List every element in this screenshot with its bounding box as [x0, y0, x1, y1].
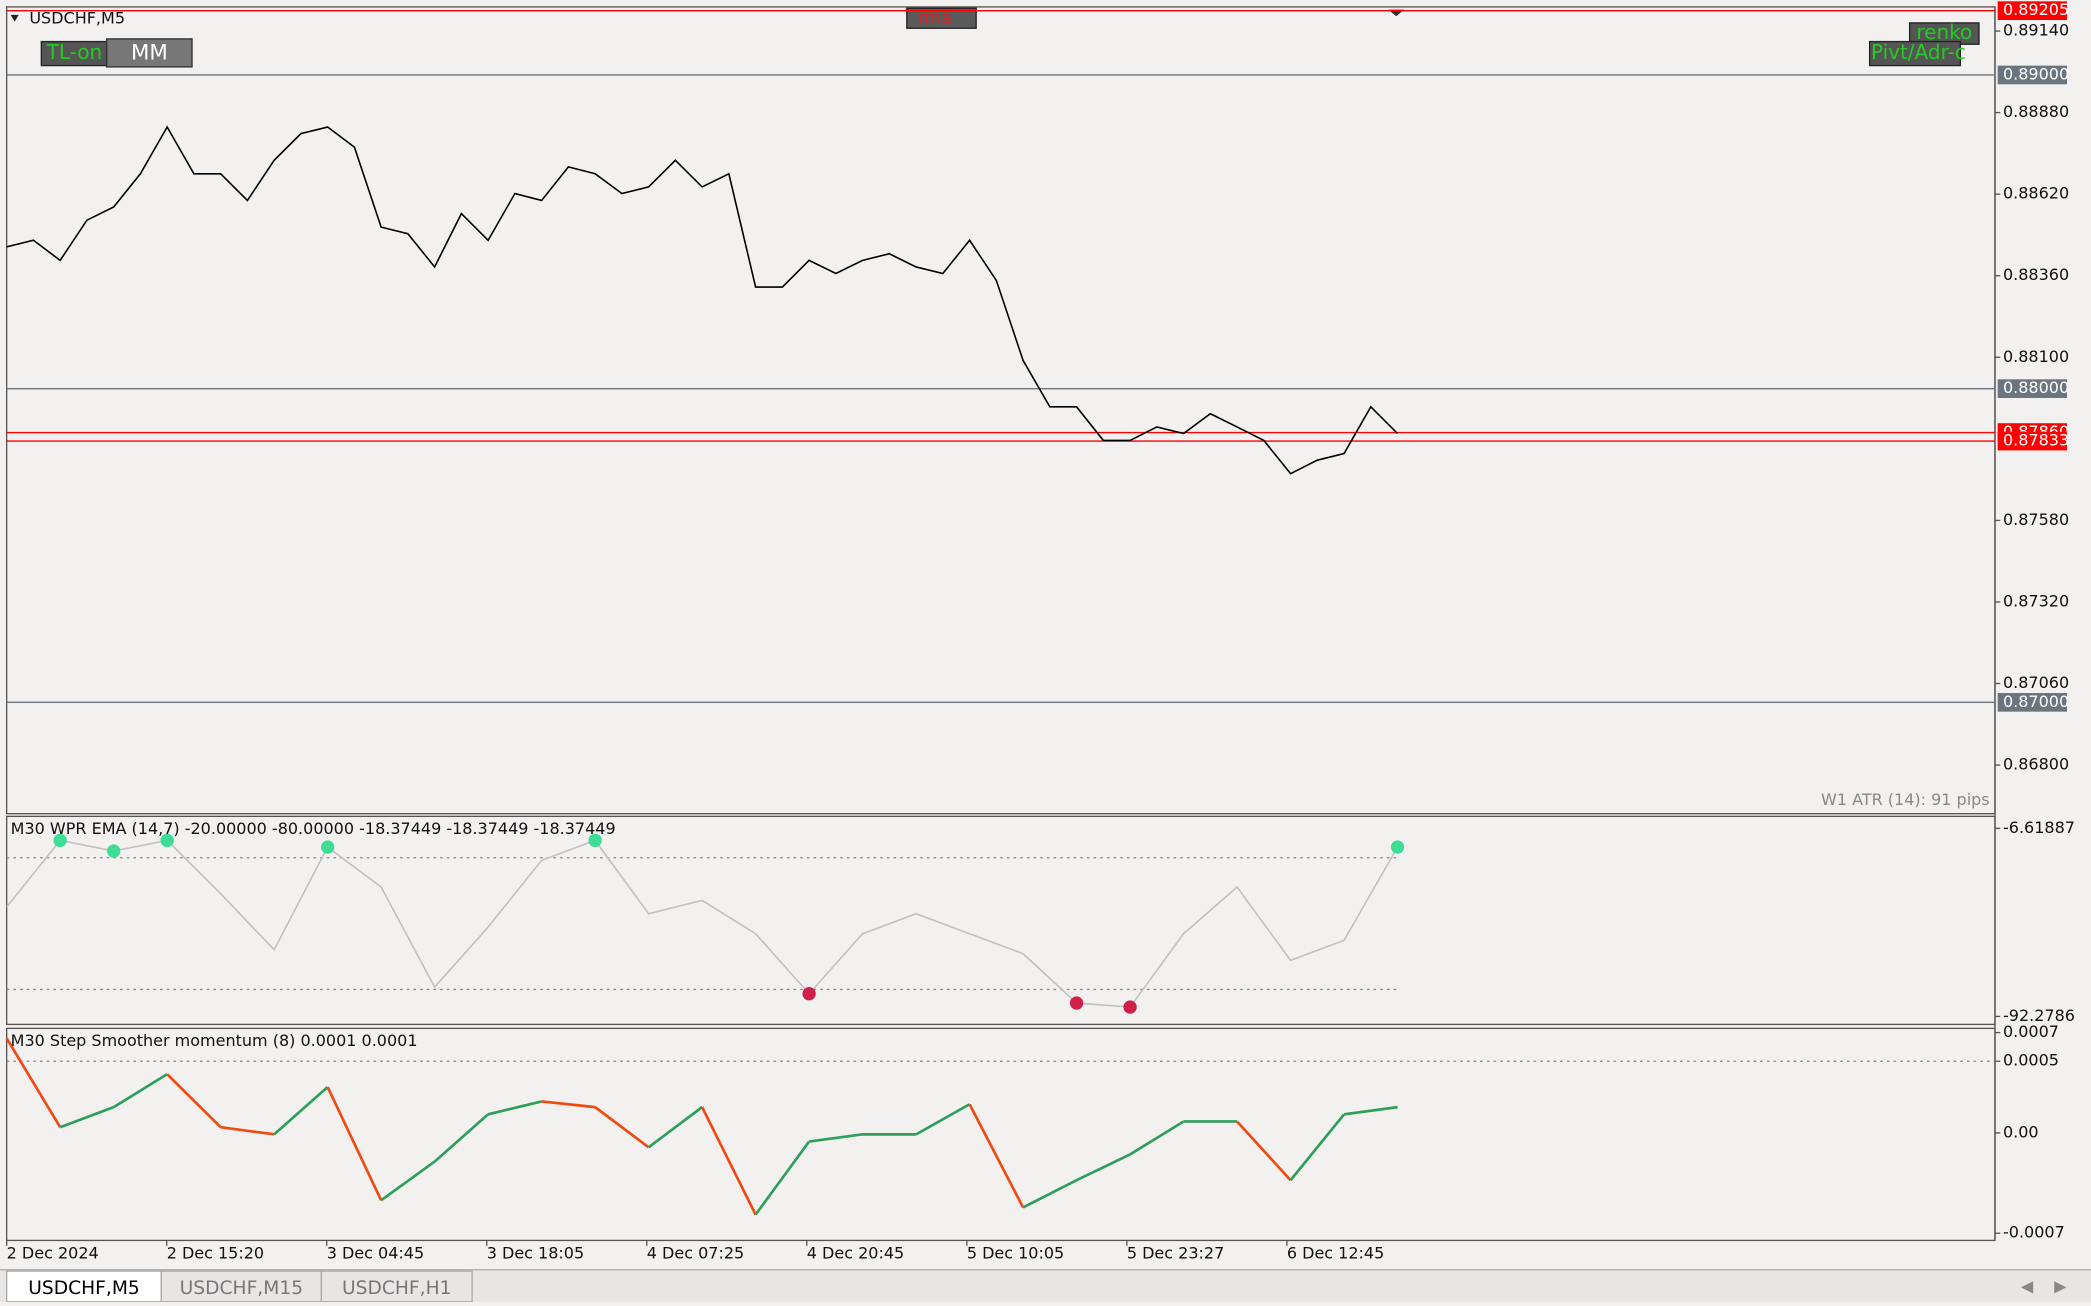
level-box: [1997, 692, 2067, 712]
time-label: 2 Dec 2024: [7, 1243, 99, 1262]
wpr-title: M30 WPR EMA (14,7) -20.00000 -80.00000 -…: [11, 819, 616, 838]
tab-scroll-right[interactable]: ▶: [2054, 1277, 2067, 1296]
time-label: 4 Dec 20:45: [807, 1243, 904, 1262]
level-box: [1997, 379, 2067, 398]
overbought-mark: [320, 840, 335, 854]
level-box: [1997, 65, 2067, 85]
rma-label[interactable]: rma: [918, 9, 952, 29]
time-label: 6 Dec 12:45: [1287, 1243, 1384, 1262]
pivot-label[interactable]: Pivt/Adr-c: [1871, 40, 1966, 64]
atr-text: W1 ATR (14): 91 pips: [1821, 790, 1990, 809]
oversold-mark: [1069, 996, 1084, 1010]
y-tick-label: -0.0007: [2003, 1223, 2065, 1242]
y-tick-label: 0.87060: [2003, 673, 2069, 692]
overbought-mark: [1390, 840, 1405, 854]
momentum-segment: [1129, 1120, 1185, 1156]
time-label: 3 Dec 04:45: [327, 1243, 424, 1262]
oversold-mark: [802, 987, 816, 1001]
time-label: 5 Dec 10:05: [967, 1243, 1064, 1262]
momentum-segment: [1289, 1113, 1346, 1182]
y-tick-label: 0.86800: [2003, 755, 2069, 774]
time-label: 4 Dec 07:25: [647, 1243, 744, 1262]
tab-label[interactable]: USDCHF,H1: [342, 1278, 451, 1299]
momentum-segment: [1076, 1153, 1131, 1182]
renko-label[interactable]: renko: [1916, 20, 1972, 44]
y-tick-label: 0.88620: [2003, 184, 2069, 203]
level-label: 0.88000: [2003, 378, 2069, 397]
time-label: 5 Dec 23:27: [1127, 1243, 1224, 1262]
momentum-segment: [5, 1037, 62, 1128]
momentum-segment: [968, 1103, 1025, 1209]
momentum-segment: [915, 1103, 971, 1136]
momentum-title: M30 Step Smoother momentum (8) 0.0001 0.…: [11, 1031, 418, 1050]
momentum-segment: [647, 1106, 703, 1149]
y-tick-label: 0.0005: [2003, 1051, 2059, 1070]
overbought-mark: [53, 833, 67, 848]
y-tick-label: 0.88880: [2003, 102, 2069, 121]
y-tick-label: -6.61887: [2003, 818, 2075, 837]
pivot-button[interactable]: [1868, 40, 1961, 67]
momentum-segment: [59, 1105, 115, 1129]
momentum-segment: [700, 1106, 757, 1216]
level-label: 0.89000: [2003, 64, 2069, 83]
tl-on-button[interactable]: [40, 40, 111, 67]
momentum-segment: [487, 1100, 542, 1116]
momentum-segment: [220, 1125, 275, 1136]
momentum-segment: [326, 1086, 383, 1201]
momentum-segment: [112, 1073, 168, 1109]
momentum-segment: [1343, 1105, 1398, 1116]
momentum-segment: [166, 1073, 222, 1129]
y-tick-label: 0.87320: [2003, 591, 2069, 610]
price-label: 0.87833: [2003, 431, 2069, 450]
rma-button[interactable]: [906, 7, 977, 29]
symbol-title: USDCHF,M5: [29, 8, 125, 27]
tab[interactable]: [160, 1270, 323, 1303]
overbought-mark: [588, 833, 602, 848]
y-tick-label: 0.89140: [2003, 21, 2069, 40]
price-box: [1997, 1, 2067, 20]
mm-label[interactable]: MM: [131, 41, 168, 66]
momentum-segment: [754, 1140, 811, 1216]
level-label: 0.87000: [2003, 692, 2069, 711]
tab-label[interactable]: USDCHF,M15: [180, 1278, 303, 1299]
tab-scroll-left[interactable]: ◀: [2021, 1277, 2034, 1296]
tabs: USDCHF,M5 USDCHF,M15 USDCHF,H1: [6, 1270, 473, 1303]
tl-on-label[interactable]: TL-on: [46, 40, 103, 64]
overbought-mark: [106, 844, 121, 858]
y-tick-label: 0.00: [2003, 1122, 2039, 1141]
momentum-segment: [594, 1106, 650, 1149]
y-tick-label: -92.2786: [2003, 1006, 2075, 1025]
price-box: [1997, 431, 2067, 451]
mm-button[interactable]: [106, 38, 193, 68]
momentum-segment: [808, 1133, 863, 1143]
y-tick-label: 0.88360: [2003, 265, 2069, 284]
time-label: 2 Dec 15:20: [167, 1243, 264, 1262]
y-tick-label: 0.87580: [2003, 510, 2069, 529]
momentum-segment: [541, 1100, 596, 1109]
y-tick-label: 0.88100: [2003, 347, 2069, 366]
time-label: 3 Dec 18:05: [487, 1243, 584, 1262]
momentum-segment: [1236, 1120, 1292, 1182]
momentum-segment: [433, 1113, 490, 1163]
price-label: 0.89205: [2003, 0, 2069, 19]
tab-label[interactable]: USDCHF,M5: [28, 1278, 140, 1299]
overbought-mark: [160, 833, 174, 848]
momentum-segment: [273, 1086, 329, 1136]
menu-arrow[interactable]: [10, 14, 19, 22]
momentum-segment: [1022, 1179, 1078, 1209]
tab[interactable]: [320, 1270, 473, 1303]
momentum-segment: [380, 1160, 436, 1202]
oversold-mark: [1123, 1000, 1137, 1014]
y-tick-label: 0.0007: [2003, 1022, 2059, 1041]
price-line-series: [6, 839, 1399, 1008]
price-line-series: [6, 125, 1399, 475]
